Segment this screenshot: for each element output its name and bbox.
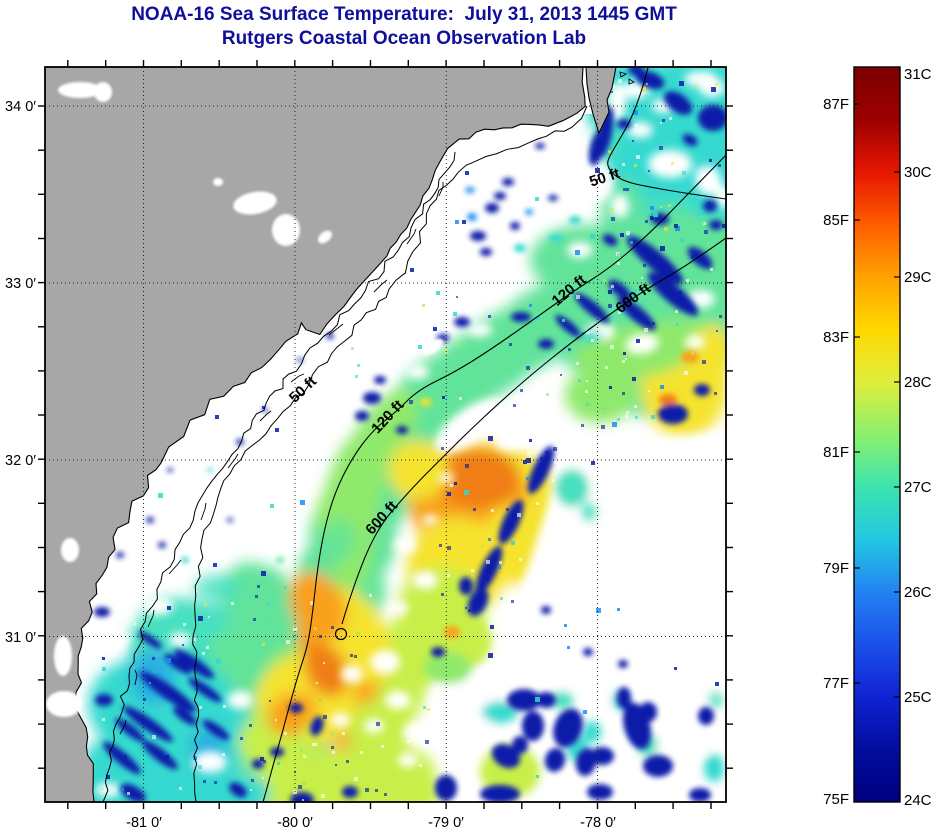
svg-text:31C: 31C xyxy=(904,66,932,83)
svg-text:31 0′: 31 0′ xyxy=(5,630,36,646)
svg-text:-81 0′: -81 0′ xyxy=(126,815,162,831)
svg-text:27C: 27C xyxy=(904,479,932,496)
svg-text:25C: 25C xyxy=(904,689,932,706)
svg-text:87F: 87F xyxy=(823,96,849,113)
svg-text:-80 0′: -80 0′ xyxy=(277,815,313,831)
svg-text:29C: 29C xyxy=(904,269,932,286)
svg-text:85F: 85F xyxy=(823,212,849,229)
svg-text:77F: 77F xyxy=(823,675,849,692)
svg-text:-79 0′: -79 0′ xyxy=(428,815,464,831)
svg-text:81F: 81F xyxy=(823,444,849,461)
svg-text:30C: 30C xyxy=(904,164,932,181)
svg-text:32 0′: 32 0′ xyxy=(5,453,36,469)
svg-text:NOAA-16 Sea Surface Temperatur: NOAA-16 Sea Surface Temperature: July 31… xyxy=(131,4,677,25)
svg-text:34 0′: 34 0′ xyxy=(5,99,36,115)
svg-text:33 0′: 33 0′ xyxy=(5,276,36,292)
svg-text:75F: 75F xyxy=(823,791,849,808)
svg-text:-78 0′: -78 0′ xyxy=(580,815,616,831)
svg-text:Rutgers Coastal Ocean Observat: Rutgers Coastal Ocean Observation Lab xyxy=(222,28,586,49)
svg-text:28C: 28C xyxy=(904,374,932,391)
svg-text:24C: 24C xyxy=(904,792,932,809)
svg-text:26C: 26C xyxy=(904,584,932,601)
svg-text:79F: 79F xyxy=(823,560,849,577)
svg-text:83F: 83F xyxy=(823,329,849,346)
